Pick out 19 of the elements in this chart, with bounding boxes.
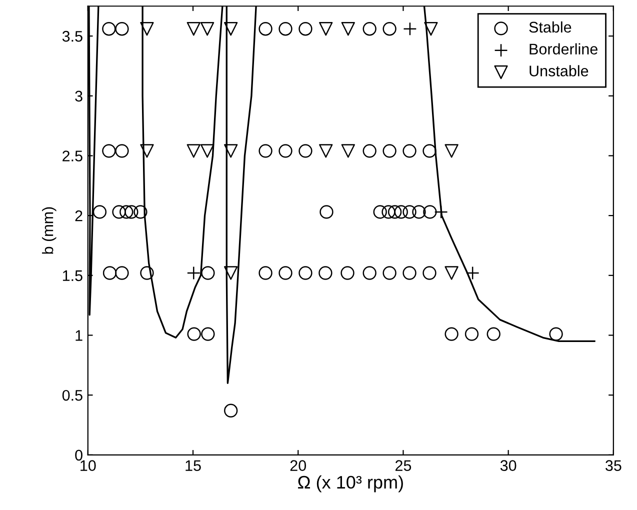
x-tick-label: 30	[500, 460, 516, 472]
legend-label: Stable	[529, 21, 572, 33]
x-tick-label: 25	[395, 460, 412, 472]
legend-label: Borderline	[530, 43, 598, 54]
y-tick-label: 2.5	[62, 150, 82, 162]
legend-label: Unstable	[530, 65, 588, 76]
y-tick-label: 3.5	[62, 30, 82, 42]
y-tick-label: 2	[75, 210, 82, 222]
x-tick-label: 10	[80, 460, 96, 472]
x-axis-title: Ω (x 10³ rpm)	[298, 475, 403, 492]
y-tick-label: 0	[75, 450, 82, 461]
x-tick-label: 35	[606, 460, 622, 472]
y-tick-label: 1.5	[62, 270, 82, 282]
x-tick-label: 20	[290, 460, 306, 472]
x-tick-label: 15	[186, 460, 201, 472]
y-tick-label: 3	[75, 90, 82, 102]
y-axis-title: b (mm)	[42, 207, 56, 254]
y-tick-label: 0.5	[62, 390, 82, 401]
y-tick-label: 1	[76, 330, 82, 341]
